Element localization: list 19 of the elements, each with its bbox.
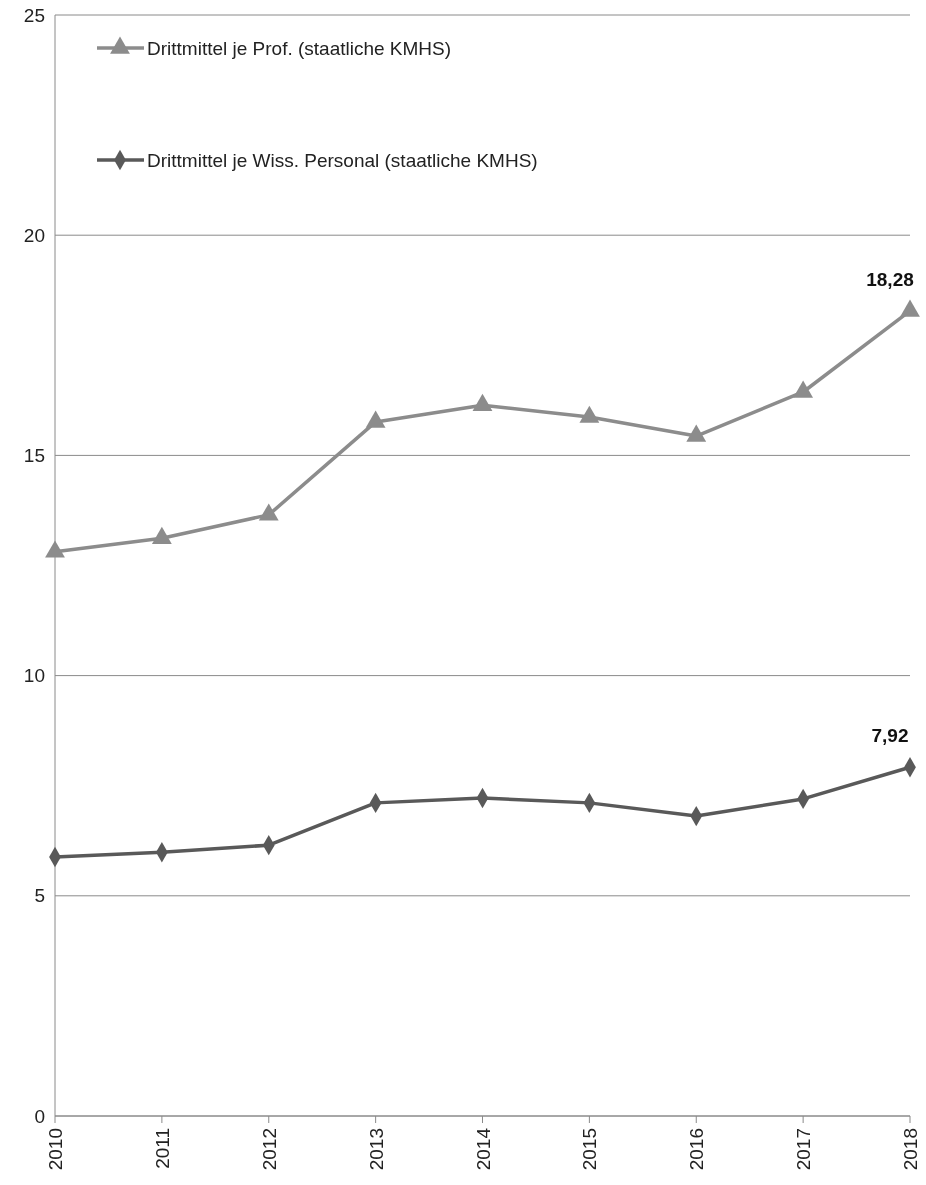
x-tick-label: 2015: [579, 1128, 601, 1171]
x-tick-label: 2016: [686, 1128, 708, 1171]
x-tick-label: 2018: [900, 1128, 921, 1171]
y-tick-label: 5: [34, 885, 45, 907]
legend-label: Drittmittel je Wiss. Personal (staatliche KMHS): [147, 149, 538, 171]
y-tick-label: 15: [23, 445, 45, 467]
legend-label: Drittmittel je Prof. (staatliche KMHS): [147, 37, 452, 59]
data-label: 7,92: [871, 725, 909, 747]
y-tick-label: 10: [23, 665, 45, 687]
y-tick-label: 20: [23, 224, 45, 246]
x-tick-label: 2013: [365, 1128, 387, 1171]
x-tick-label: 2014: [472, 1127, 494, 1171]
x-tick-label: 2012: [258, 1128, 280, 1171]
x-tick-label: 2017: [793, 1128, 815, 1171]
x-tick-label: 2011: [151, 1128, 173, 1169]
y-tick-label: 25: [23, 4, 45, 26]
data-label: 18,28: [866, 268, 914, 290]
x-tick-label: 2010: [45, 1128, 66, 1171]
y-tick-label: 0: [34, 1105, 45, 1127]
